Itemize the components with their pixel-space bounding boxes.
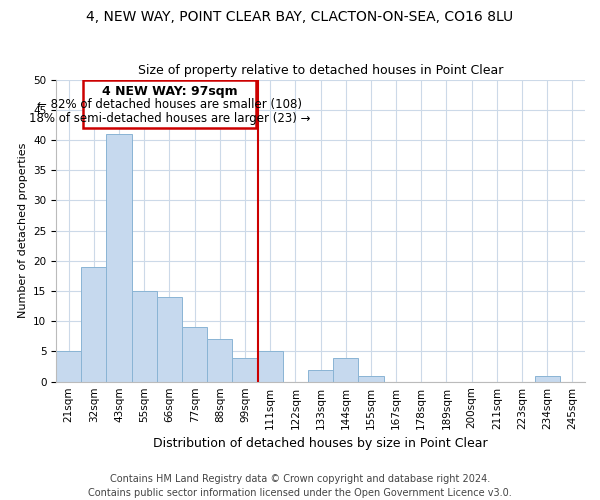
Text: 4 NEW WAY: 97sqm: 4 NEW WAY: 97sqm [101,85,237,98]
Bar [131,291,157,382]
Text: ← 82% of detached houses are smaller (108): ← 82% of detached houses are smaller (10… [37,98,302,112]
Y-axis label: Number of detached properties: Number of detached properties [17,143,28,318]
Bar [182,328,207,382]
X-axis label: Distribution of detached houses by size in Point Clear: Distribution of detached houses by size … [153,437,488,450]
Bar [333,358,358,382]
Bar [358,376,383,382]
Bar [157,297,182,382]
Bar [257,352,283,382]
Bar [106,134,131,382]
Bar [81,267,106,382]
Title: Size of property relative to detached houses in Point Clear: Size of property relative to detached ho… [138,64,503,77]
Text: 4, NEW WAY, POINT CLEAR BAY, CLACTON-ON-SEA, CO16 8LU: 4, NEW WAY, POINT CLEAR BAY, CLACTON-ON-… [86,10,514,24]
FancyBboxPatch shape [83,80,256,128]
Text: Contains HM Land Registry data © Crown copyright and database right 2024.
Contai: Contains HM Land Registry data © Crown c… [88,474,512,498]
Text: 18% of semi-detached houses are larger (23) →: 18% of semi-detached houses are larger (… [29,112,310,126]
Bar [535,376,560,382]
Bar [207,340,232,382]
Bar [56,352,81,382]
Bar [232,358,257,382]
Bar [308,370,333,382]
